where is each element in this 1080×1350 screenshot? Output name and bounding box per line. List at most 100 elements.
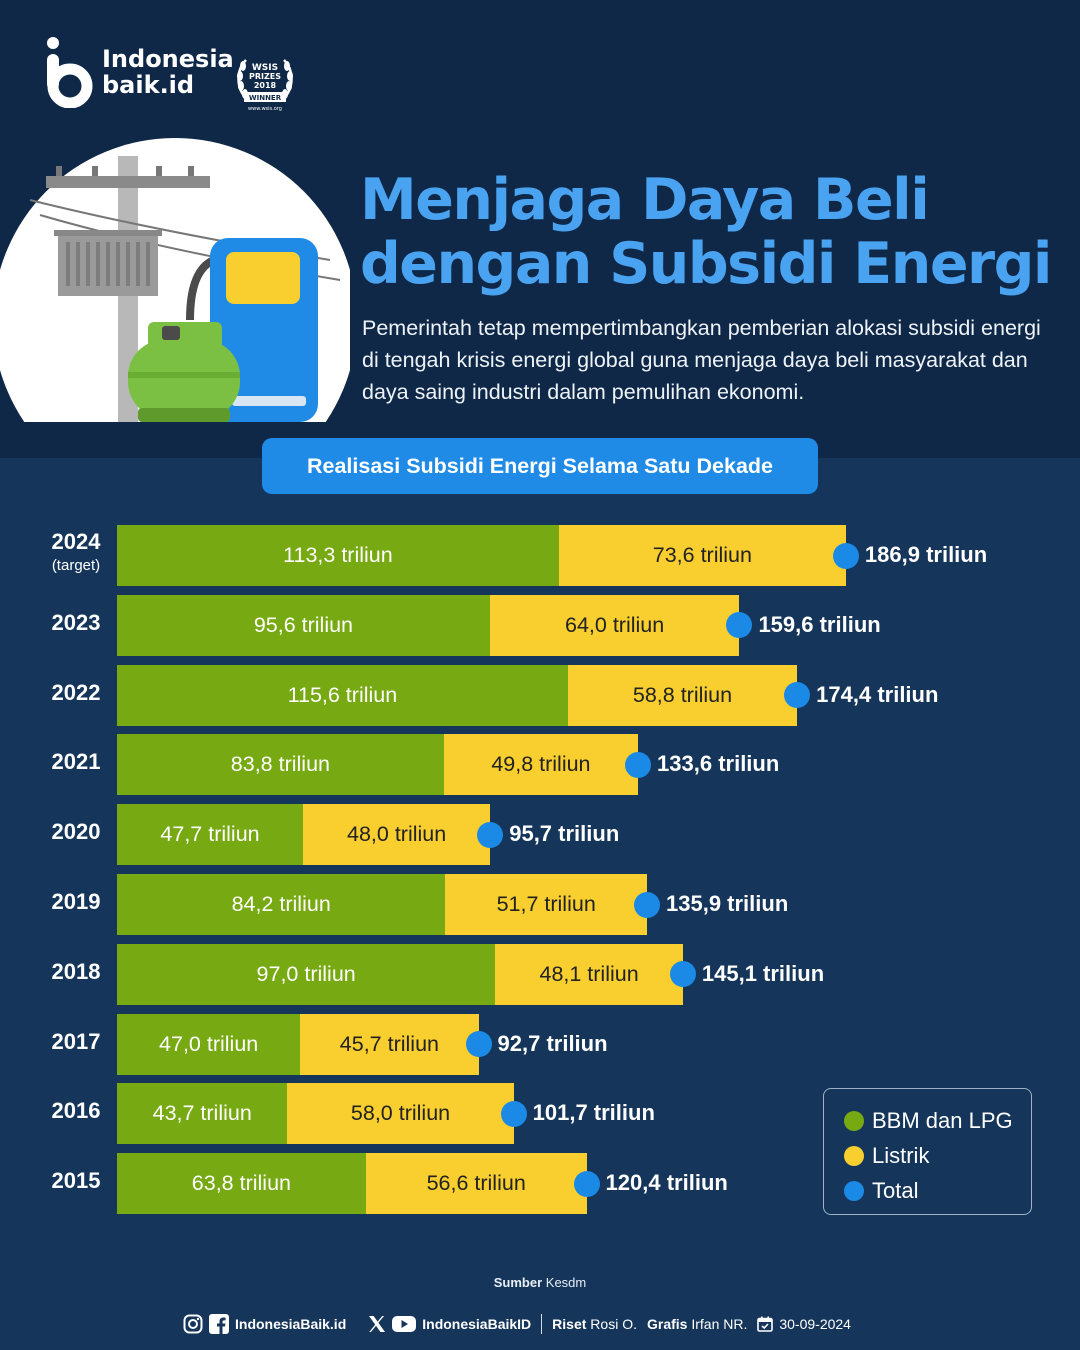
- total-marker: [634, 891, 660, 918]
- bar-segment-listrik: 51,7 triliun: [445, 874, 647, 935]
- year-label: 2018: [51, 958, 101, 984]
- bar-segment-bbm: 63,8 triliun: [117, 1153, 366, 1215]
- brand-name: Indonesia baik.id: [102, 46, 234, 98]
- total-label: 186,9 triliun: [864, 542, 988, 567]
- bar-segment-bbm: 84,2 triliun: [117, 874, 446, 935]
- total-marker: [477, 821, 504, 848]
- bar-segment-label: 64,0 triliun: [565, 612, 665, 637]
- bar-segment-bbm: 97,0 triliun: [117, 943, 496, 1005]
- award-url: www.wsis.org: [248, 106, 282, 112]
- grafis-value: Irfan NR.: [691, 1316, 748, 1332]
- bar-segment-label: 45,7 triliun: [339, 1031, 439, 1056]
- bar-segment-label: 83,8 triliun: [230, 752, 330, 777]
- year-label: 2020: [51, 819, 101, 845]
- legend-swatch-listrik: [844, 1145, 864, 1166]
- footer-credits: IndonesiaBaik.id IndonesiaBaikID Riset R…: [183, 1312, 851, 1336]
- bar-segment-listrik: 64,0 triliun: [489, 594, 740, 656]
- bar-segment-label: 43,7 triliun: [152, 1101, 252, 1126]
- page-description: Pemerintah tetap mempertimbangkan pember…: [362, 316, 1041, 404]
- year-note: (target): [51, 557, 101, 574]
- legend-label-listrik: Listrik: [872, 1142, 930, 1168]
- total-label: 133,6 triliun: [657, 751, 780, 777]
- grafis-label: Grafis: [646, 1316, 688, 1332]
- bar-segment-label: 47,7 triliun: [160, 822, 260, 847]
- total-label: 174,4 triliun: [816, 681, 939, 707]
- year-label: 2023: [51, 609, 101, 635]
- bar-segment-listrik: 58,8 triliun: [567, 664, 798, 726]
- page-title: Menjaga Daya Beli dengan Subsidi Energi: [360, 168, 1060, 296]
- bar-segment-bbm: 47,7 triliun: [117, 804, 304, 866]
- bar-segment-bbm: 43,7 triliun: [117, 1083, 288, 1145]
- bar-segment-label: 63,8 triliun: [191, 1171, 291, 1196]
- legend-item-total: Total: [844, 1173, 1031, 1208]
- chart-title: Realisasi Subsidi Energi Selama Satu Dek…: [262, 438, 818, 494]
- total-label: 101,7 triliun: [532, 1100, 655, 1126]
- year-label: 2017: [51, 1028, 101, 1054]
- bar-segment-label: 47,0 triliun: [159, 1031, 259, 1056]
- source-value: Kesdm: [545, 1275, 587, 1290]
- bar-segment-listrik: 48,0 triliun: [303, 804, 491, 866]
- bar-segment-label: 73,6 triliun: [652, 543, 752, 567]
- bar-segment-label: 49,8 triliun: [491, 752, 591, 777]
- bar-segment-label: 56,6 triliun: [426, 1171, 526, 1196]
- total-marker: [625, 751, 652, 778]
- bar-segment-bbm: 47,0 triliun: [117, 1013, 301, 1075]
- indonesiabaik-logo-icon: [47, 37, 93, 108]
- youtube-icon[interactable]: [392, 1315, 417, 1333]
- total-marker: [832, 542, 859, 569]
- award-line2: PRIZES: [249, 72, 281, 81]
- wsis-award-icon: WSIS PRIZES 2018 WINNER www.wsis.org: [237, 59, 293, 112]
- source-label: Sumber: [493, 1275, 543, 1290]
- total-label: 95,7 triliun: [509, 821, 620, 847]
- x-twitter-icon[interactable]: [368, 1315, 386, 1333]
- legend-swatch-bbm: [844, 1110, 864, 1131]
- chart-legend: BBM dan LPG Listrik Total: [823, 1088, 1032, 1215]
- facebook-icon[interactable]: [209, 1314, 229, 1334]
- total-label: 92,7 triliun: [497, 1030, 608, 1056]
- title-line1: Menjaga Daya Beli: [360, 167, 930, 233]
- bar-segment-bbm: 83,8 triliun: [117, 734, 444, 796]
- total-label: 159,6 triliun: [758, 611, 881, 637]
- footer-handle-2[interactable]: IndonesiaBaikID: [422, 1316, 532, 1332]
- award-line3: 2018: [254, 81, 277, 90]
- legend-label-total: Total: [872, 1177, 919, 1203]
- legend-label-bbm: BBM dan LPG: [872, 1107, 1013, 1133]
- bar-segment-listrik: 49,8 triliun: [443, 734, 639, 796]
- lpg-cylinder-icon: [128, 322, 240, 422]
- title-line2: dengan Subsidi Energi: [360, 231, 1052, 297]
- total-marker: [573, 1170, 600, 1197]
- year-label: 2022: [51, 679, 101, 705]
- year-label: 2015: [51, 1168, 101, 1194]
- bar-segment-label: 113,3 triliun: [283, 543, 393, 567]
- bar-segment-listrik: 56,6 triliun: [365, 1153, 587, 1215]
- bar-segment-label: 84,2 triliun: [231, 892, 331, 916]
- total-marker: [726, 612, 753, 639]
- bar-segment-bbm: 113,3 triliun: [117, 525, 559, 586]
- calendar-icon: [757, 1316, 774, 1332]
- footer-handle-1[interactable]: IndonesiaBaik.id: [235, 1316, 347, 1332]
- bar-segment-label: 95,6 triliun: [253, 612, 354, 637]
- bar-segment-bbm: 95,6 triliun: [117, 594, 490, 656]
- instagram-icon[interactable]: [183, 1314, 203, 1334]
- bar-segment-bbm: 115,6 triliun: [117, 664, 568, 726]
- bar-segment-label: 58,0 triliun: [350, 1101, 451, 1126]
- bar-segment-label: 51,7 triliun: [496, 892, 596, 916]
- bar-segment-label: 58,8 triliun: [632, 682, 733, 707]
- riset-value: Rosi O.: [590, 1316, 637, 1332]
- total-marker: [669, 961, 696, 988]
- brand-line1: Indonesia: [102, 45, 234, 73]
- source-note: Sumber Kesdm: [0, 1275, 1080, 1290]
- bar-segment-label: 115,6 triliun: [287, 682, 398, 707]
- total-marker: [465, 1031, 492, 1058]
- bar-segment-listrik: 45,7 triliun: [300, 1013, 479, 1075]
- brand-logo: Indonesia baik.id: [44, 36, 234, 108]
- total-label: 135,9 triliun: [666, 891, 789, 916]
- bar-segment-listrik: 58,0 triliun: [287, 1083, 514, 1145]
- bar-segment-label: 97,0 triliun: [256, 961, 356, 986]
- total-label: 145,1 triliun: [701, 960, 825, 986]
- bar-segment-listrik: 73,6 triliun: [558, 525, 846, 586]
- total-marker: [784, 682, 811, 709]
- year-label: 2021: [51, 749, 101, 775]
- header: Indonesia baik.id WSIS PRIZES 2018 WINNE…: [0, 0, 1080, 458]
- award-line1: WSIS: [252, 63, 278, 73]
